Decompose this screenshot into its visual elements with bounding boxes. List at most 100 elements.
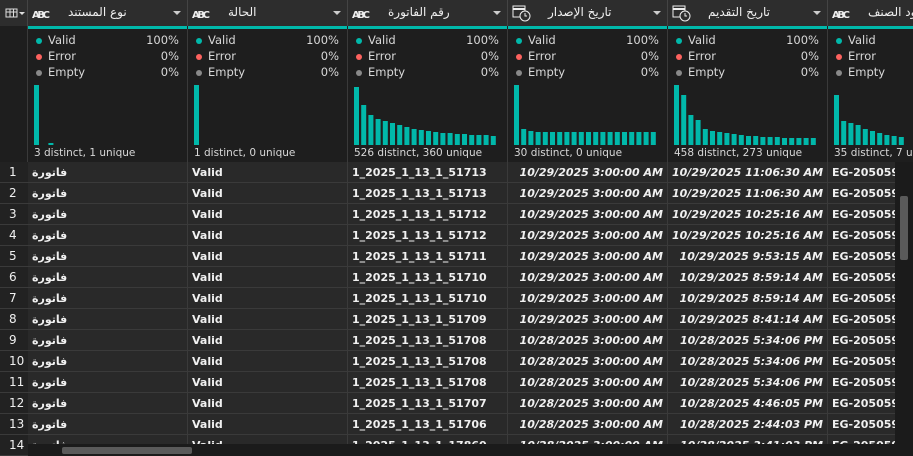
cell[interactable]: Valid [188,414,348,435]
scroll-thumb[interactable] [62,447,192,454]
cell[interactable]: فاتورة [28,330,188,351]
cell[interactable]: Valid [188,351,348,372]
cell[interactable]: 10/29/2025 3:00:00 AM [508,204,668,225]
filter-dropdown[interactable] [490,0,504,26]
cell[interactable]: Valid [188,183,348,204]
cell[interactable]: 1_2025_1_13_1_51712 [348,225,508,246]
cell[interactable]: 10/28/2025 2:44:03 PM [668,414,828,435]
cell[interactable]: EG-20505980 [828,372,913,393]
cell[interactable]: EG-20505980 [828,330,913,351]
cell[interactable]: EG-20505980 [828,267,913,288]
cell[interactable]: 1_2025_1_13_1_51713 [348,183,508,204]
cell[interactable]: EG-20505980 [828,162,913,183]
cell[interactable]: 10/29/2025 3:00:00 AM [508,309,668,330]
cell[interactable]: 10/29/2025 11:06:30 AM [668,162,828,183]
cell[interactable]: 10/28/2025 5:34:06 PM [668,351,828,372]
cell[interactable]: 10/28/2025 3:00:00 AM [508,393,668,414]
scroll-thumb[interactable] [900,196,908,260]
column-header[interactable]: ABC نوع المستند [28,0,188,26]
cell[interactable]: 1_2025_1_13_1_51713 [348,162,508,183]
cell[interactable]: EG-20505980 [828,204,913,225]
cell[interactable]: فاتورة [28,288,188,309]
column-header[interactable]: تاريخ الإصدار [508,0,668,26]
cell[interactable]: 10/29/2025 3:00:00 AM [508,267,668,288]
cell[interactable]: 10/29/2025 3:00:00 AM [508,183,668,204]
column-header[interactable]: تاريخ التقديم [668,0,828,26]
cell[interactable]: 10/29/2025 8:59:14 AM [668,267,828,288]
filter-dropdown[interactable] [810,0,824,26]
cell[interactable]: 1_2025_1_13_1_51708 [348,372,508,393]
cell[interactable]: Valid [188,267,348,288]
cell[interactable]: EG-20505980 [828,309,913,330]
cell[interactable]: EG-20505980 [828,414,913,435]
cell[interactable]: فاتورة [28,246,188,267]
cell[interactable]: 1_2025_1_13_1_51708 [348,330,508,351]
cell[interactable]: فاتورة [28,372,188,393]
cell[interactable]: 1_2025_1_13_1_51706 [348,414,508,435]
type-icon[interactable] [671,0,693,26]
cell[interactable]: 10/29/2025 3:00:00 AM [508,162,668,183]
cell[interactable]: 10/29/2025 3:00:00 AM [508,288,668,309]
cell[interactable]: 1_2025_1_13_1_51710 [348,267,508,288]
cell[interactable]: 10/29/2025 8:59:14 AM [668,288,828,309]
filter-dropdown[interactable] [170,0,184,26]
cell[interactable]: 10/29/2025 8:41:14 AM [668,309,828,330]
cell[interactable]: 10/28/2025 3:00:00 AM [508,351,668,372]
cell[interactable]: فاتورة [28,393,188,414]
cell[interactable]: 10/29/2025 10:25:16 AM [668,225,828,246]
column-header[interactable]: ABC رقم الفاتورة [348,0,508,26]
column-header[interactable]: ABC كود الصنف [828,0,913,26]
cell[interactable]: 10/28/2025 5:34:06 PM [668,372,828,393]
cell[interactable]: 1_2025_1_13_1_51711 [348,246,508,267]
cell[interactable]: Valid [188,246,348,267]
cell[interactable]: فاتورة [28,267,188,288]
cell[interactable]: فاتورة [28,183,188,204]
cell[interactable]: فاتورة [28,162,188,183]
cell[interactable]: 10/28/2025 3:00:00 AM [508,330,668,351]
column-header[interactable]: ABC الحالة [188,0,348,26]
table-menu[interactable] [0,0,28,26]
cell[interactable]: فاتورة [28,204,188,225]
cell[interactable]: 1_2025_1_13_1_51707 [348,393,508,414]
cell[interactable]: 1_2025_1_13_1_51708 [348,351,508,372]
cell[interactable]: Valid [188,393,348,414]
cell[interactable]: EG-20505980 [828,393,913,414]
cell[interactable]: EG-20505980 [828,246,913,267]
cell[interactable]: EG-20505980 [828,351,913,372]
cell[interactable]: فاتورة [28,351,188,372]
filter-dropdown[interactable] [650,0,664,26]
cell[interactable]: Valid [188,309,348,330]
cell[interactable]: Valid [188,372,348,393]
type-icon[interactable]: ABC [191,0,213,26]
cell[interactable]: Valid [188,225,348,246]
cell[interactable]: 10/29/2025 9:53:15 AM [668,246,828,267]
cell[interactable]: فاتورة [28,414,188,435]
type-icon[interactable]: ABC [831,0,853,26]
cell[interactable]: Valid [188,288,348,309]
cell[interactable]: Valid [188,162,348,183]
cell[interactable]: 10/29/2025 11:06:30 AM [668,183,828,204]
type-icon[interactable] [511,0,533,26]
cell[interactable]: Valid [188,330,348,351]
cell[interactable]: 1_2025_1_13_1_51710 [348,288,508,309]
horizontal-scrollbar[interactable] [28,444,913,456]
cell[interactable]: EG-20505980 [828,225,913,246]
cell[interactable]: 10/28/2025 5:34:06 PM [668,330,828,351]
cell[interactable]: EG-20505980 [828,183,913,204]
cell[interactable]: Valid [188,204,348,225]
cell[interactable]: 10/29/2025 10:25:16 AM [668,204,828,225]
cell[interactable]: 10/28/2025 3:00:00 AM [508,414,668,435]
cell[interactable]: فاتورة [28,225,188,246]
cell[interactable]: 1_2025_1_13_1_51709 [348,309,508,330]
cell[interactable]: EG-20505980 [828,288,913,309]
cell[interactable]: 10/29/2025 3:00:00 AM [508,225,668,246]
cell[interactable]: 10/28/2025 3:00:00 AM [508,372,668,393]
cell[interactable]: 10/28/2025 4:46:05 PM [668,393,828,414]
filter-dropdown[interactable] [330,0,344,26]
cell[interactable]: فاتورة [28,309,188,330]
cell[interactable]: 10/29/2025 3:00:00 AM [508,246,668,267]
cell[interactable]: 1_2025_1_13_1_51712 [348,204,508,225]
type-icon[interactable]: ABC [31,0,53,26]
type-icon[interactable]: ABC [351,0,373,26]
vertical-scrollbar[interactable] [895,162,913,444]
